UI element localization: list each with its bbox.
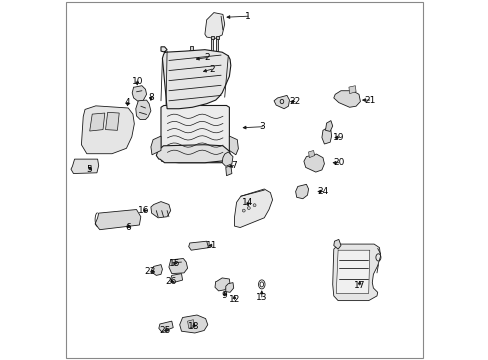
Circle shape: [253, 204, 256, 207]
Polygon shape: [210, 36, 213, 39]
Polygon shape: [215, 36, 219, 39]
Text: 14: 14: [242, 198, 253, 207]
Polygon shape: [95, 210, 141, 230]
Polygon shape: [179, 315, 207, 333]
Polygon shape: [81, 106, 134, 154]
Text: 3: 3: [259, 122, 265, 131]
Polygon shape: [333, 239, 340, 249]
Polygon shape: [308, 150, 314, 158]
Polygon shape: [211, 38, 213, 51]
Text: 19: 19: [332, 133, 344, 142]
Polygon shape: [159, 321, 173, 332]
Polygon shape: [71, 159, 99, 174]
Polygon shape: [151, 265, 162, 275]
Polygon shape: [132, 86, 146, 102]
Polygon shape: [295, 184, 308, 199]
Text: 12: 12: [228, 295, 240, 304]
Text: 4: 4: [124, 98, 130, 107]
Polygon shape: [105, 112, 119, 130]
Text: 6: 6: [125, 223, 131, 232]
Polygon shape: [273, 95, 289, 109]
Polygon shape: [222, 152, 232, 166]
Text: 15: 15: [168, 259, 180, 268]
Polygon shape: [333, 91, 360, 107]
Text: 7: 7: [230, 161, 236, 170]
Text: 24: 24: [317, 187, 328, 196]
Text: 2: 2: [209, 65, 214, 74]
Text: 21: 21: [364, 95, 375, 104]
Polygon shape: [216, 38, 218, 51]
Circle shape: [242, 209, 244, 212]
Text: 18: 18: [188, 323, 200, 331]
Polygon shape: [225, 166, 231, 176]
Text: 13: 13: [256, 292, 267, 302]
Text: 10: 10: [131, 77, 142, 85]
Polygon shape: [229, 136, 238, 155]
Text: 22: 22: [289, 97, 300, 106]
Text: 2: 2: [203, 53, 209, 62]
Polygon shape: [348, 86, 355, 94]
Polygon shape: [170, 274, 182, 283]
Polygon shape: [156, 145, 230, 163]
Polygon shape: [188, 241, 208, 250]
Polygon shape: [161, 47, 230, 109]
Polygon shape: [194, 55, 197, 66]
Polygon shape: [325, 121, 332, 131]
Text: 20: 20: [332, 158, 344, 167]
Text: 9: 9: [222, 292, 227, 300]
Text: 1: 1: [244, 12, 250, 21]
Polygon shape: [215, 278, 230, 291]
Polygon shape: [189, 50, 194, 53]
Polygon shape: [225, 283, 233, 292]
Polygon shape: [321, 128, 331, 144]
Text: 17: 17: [353, 281, 365, 289]
Polygon shape: [151, 136, 161, 155]
Text: 25: 25: [159, 326, 170, 335]
Polygon shape: [136, 100, 151, 120]
Polygon shape: [336, 250, 369, 293]
Polygon shape: [332, 244, 380, 301]
Polygon shape: [151, 202, 170, 218]
Polygon shape: [204, 13, 224, 39]
Text: 23: 23: [144, 267, 156, 276]
Circle shape: [247, 207, 250, 210]
Text: 5: 5: [86, 165, 92, 174]
Polygon shape: [160, 150, 230, 163]
Polygon shape: [193, 59, 198, 62]
Text: 11: 11: [205, 241, 217, 250]
Text: 8: 8: [148, 93, 153, 102]
Text: 26: 26: [164, 277, 176, 286]
Polygon shape: [168, 258, 187, 274]
Polygon shape: [187, 320, 194, 328]
Polygon shape: [161, 105, 229, 159]
Polygon shape: [189, 46, 193, 57]
Polygon shape: [234, 189, 272, 228]
Text: 16: 16: [138, 206, 149, 215]
Polygon shape: [303, 154, 324, 172]
Polygon shape: [89, 113, 104, 131]
